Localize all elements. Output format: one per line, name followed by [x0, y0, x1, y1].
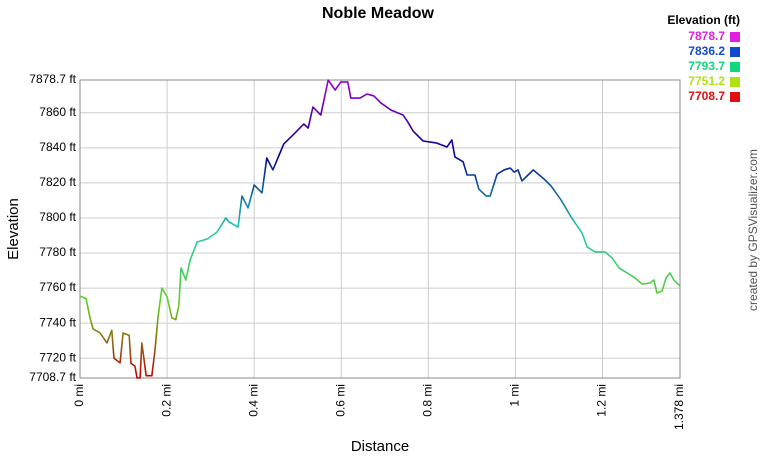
legend-label: 7751.2	[688, 74, 725, 88]
y-tick-label: 7780 ft	[39, 245, 76, 259]
y-tick-label: 7878.7 ft	[29, 72, 76, 86]
legend-swatch	[730, 47, 740, 57]
credit: created by GPSVisualizer.com	[746, 149, 760, 311]
y-tick-label: 7708.7 ft	[29, 370, 76, 384]
legend-label: 7836.2	[688, 44, 725, 58]
x-tick-label: 0.8 mi	[421, 384, 435, 417]
chart-title: Noble Meadow	[322, 5, 435, 22]
legend-label: 7878.7	[688, 29, 725, 43]
x-tick-label: 0.6 mi	[333, 384, 347, 417]
x-tick-label: 1.378 mi	[672, 384, 686, 430]
y-axis-title: Elevation	[5, 198, 22, 260]
x-tick-label: 0.4 mi	[246, 384, 260, 417]
x-tick-label: 1.2 mi	[595, 384, 609, 417]
elevation-line	[79, 79, 681, 379]
y-tick-label: 7760 ft	[39, 280, 76, 294]
legend-swatch	[730, 77, 740, 87]
x-tick-label: 0.2 mi	[159, 384, 173, 417]
y-tick-label: 7800 ft	[39, 210, 76, 224]
y-tick-label: 7840 ft	[39, 140, 76, 154]
x-tick-label: 0 mi	[72, 384, 86, 407]
legend-swatch	[730, 62, 740, 72]
x-tick-label: 1 mi	[508, 384, 522, 407]
legend-swatch	[730, 32, 740, 42]
legend-label: 7708.7	[688, 89, 725, 103]
plot-border	[79, 79, 681, 379]
y-tick-label: 7740 ft	[39, 315, 76, 329]
x-axis-title: Distance	[351, 438, 409, 455]
y-tick-label: 7860 ft	[39, 105, 76, 119]
legend-title: Elevation (ft)	[667, 13, 740, 27]
y-tick-label: 7820 ft	[39, 175, 76, 189]
legend-label: 7793.7	[688, 59, 725, 73]
y-tick-label: 7720 ft	[39, 350, 76, 364]
plot-area	[79, 79, 681, 379]
legend-swatch	[730, 92, 740, 102]
